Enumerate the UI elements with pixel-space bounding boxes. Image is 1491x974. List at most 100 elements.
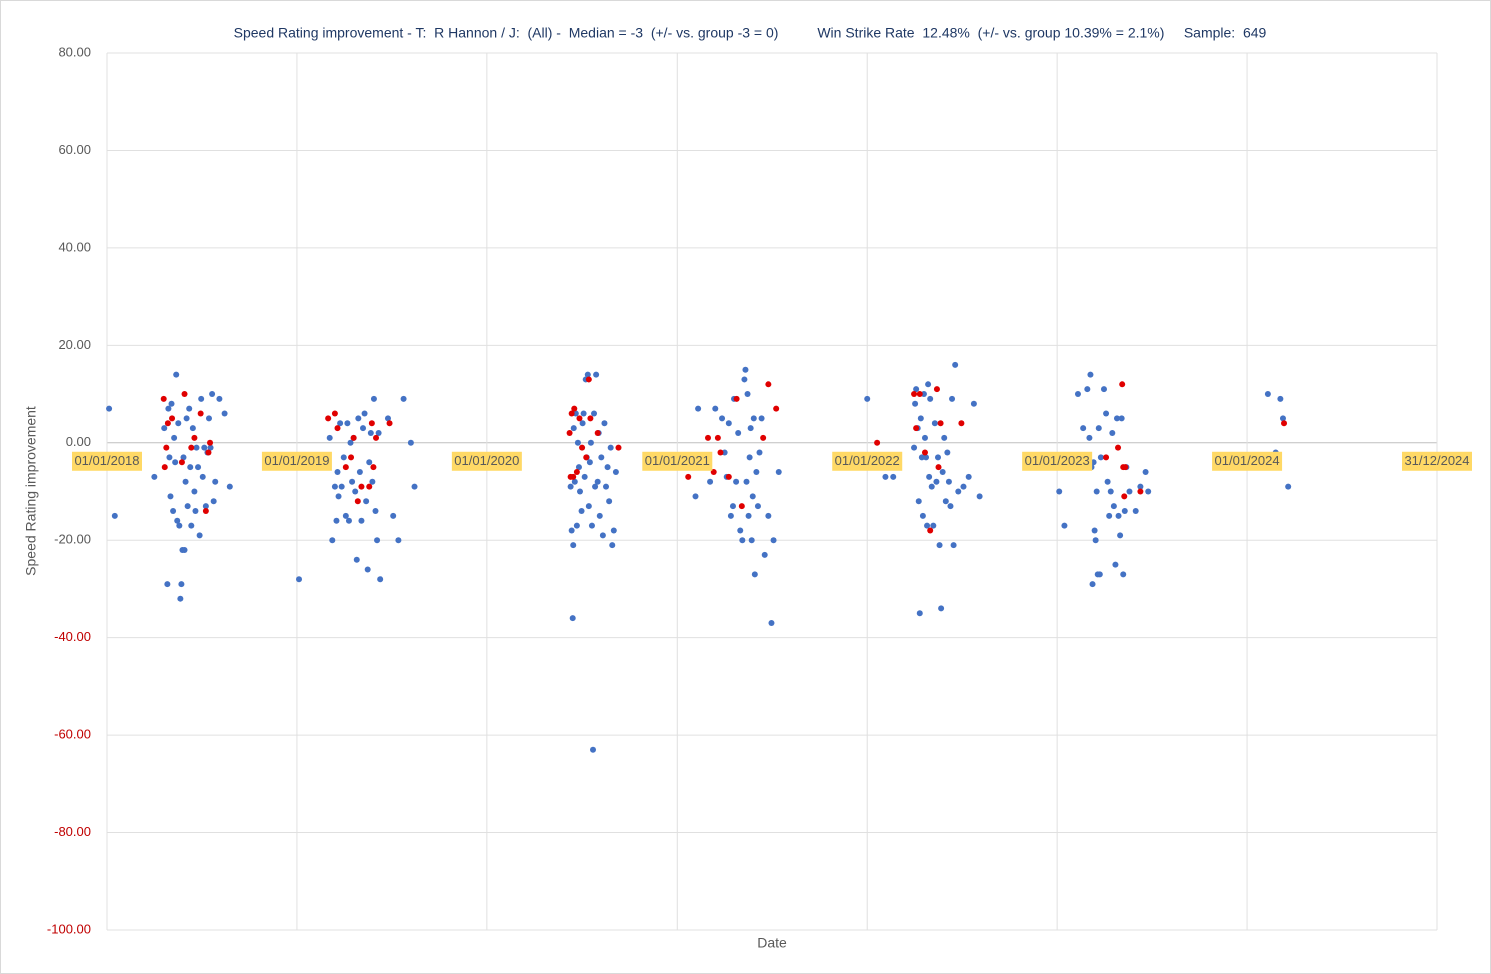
point: [1281, 420, 1288, 427]
point: [373, 434, 380, 441]
point: [172, 459, 179, 466]
point: [1264, 391, 1271, 398]
point: [733, 478, 740, 485]
point: [192, 507, 199, 514]
point: [707, 478, 714, 485]
point: [945, 478, 952, 485]
point: [1115, 512, 1122, 519]
point: [729, 503, 736, 510]
point: [583, 454, 590, 461]
point: [571, 478, 578, 485]
point: [1089, 581, 1096, 588]
point: [1145, 488, 1152, 495]
point: [177, 595, 184, 602]
point: [727, 512, 734, 519]
point: [111, 512, 118, 519]
point: [581, 473, 588, 480]
point: [207, 439, 214, 446]
point: [928, 483, 935, 490]
point: [592, 483, 599, 490]
point: [411, 483, 418, 490]
point: [181, 546, 188, 553]
x-tick-label-bg: [261, 451, 332, 471]
point: [761, 551, 768, 558]
point: [572, 410, 579, 417]
x-axis-title: Date: [757, 935, 787, 951]
point: [756, 449, 763, 456]
point: [587, 415, 594, 422]
point: [912, 400, 919, 407]
point: [1107, 488, 1114, 495]
point: [911, 391, 918, 398]
point: [615, 444, 622, 451]
point: [960, 483, 967, 490]
point: [210, 498, 217, 505]
point: [737, 527, 744, 534]
point: [175, 420, 182, 427]
y-tick-label: 40.00: [58, 239, 91, 254]
x-tick-label: 01/01/2021: [645, 453, 710, 468]
point: [187, 464, 194, 471]
point: [1096, 571, 1103, 578]
point: [570, 542, 577, 549]
point: [1137, 483, 1144, 490]
point: [570, 473, 577, 480]
point: [933, 386, 940, 393]
point: [741, 376, 748, 383]
point: [607, 444, 614, 451]
point: [151, 473, 158, 480]
point: [164, 581, 171, 588]
point: [596, 512, 603, 519]
y-tick-label: -20.00: [54, 532, 91, 547]
point: [916, 391, 923, 398]
point: [1122, 464, 1129, 471]
point: [578, 507, 585, 514]
point: [167, 493, 174, 500]
point: [937, 420, 944, 427]
point: [331, 483, 338, 490]
ticks: -100.00 -80.00 -60.00 -40.00 -20.00 0.00 20.00…: [47, 44, 1472, 936]
point: [935, 464, 942, 471]
y-tick-label: -100.00: [47, 921, 91, 936]
point: [921, 434, 928, 441]
point: [1086, 434, 1093, 441]
point: [725, 473, 732, 480]
point: [186, 405, 193, 412]
point: [400, 395, 407, 402]
point: [1142, 469, 1149, 476]
y-tick-label: 20.00: [58, 337, 91, 352]
point: [1120, 571, 1127, 578]
point: [916, 610, 923, 617]
point: [182, 478, 189, 485]
point: [743, 478, 750, 485]
point: [749, 493, 756, 500]
point: [195, 464, 202, 471]
point: [965, 473, 972, 480]
point: [171, 434, 178, 441]
point: [226, 483, 233, 490]
point: [370, 395, 377, 402]
point: [890, 473, 897, 480]
point: [160, 395, 167, 402]
point: [933, 478, 940, 485]
point: [770, 537, 777, 544]
point: [976, 493, 983, 500]
point: [569, 615, 576, 622]
point: [925, 381, 932, 388]
x-tick-label-bg: [451, 451, 522, 471]
point: [390, 512, 397, 519]
point: [358, 517, 365, 524]
x-tick-label: 01/01/2022: [835, 453, 900, 468]
point: [347, 439, 354, 446]
point: [173, 371, 180, 378]
point: [913, 386, 920, 393]
point: [207, 444, 214, 451]
x-tick-label: 01/01/2018: [74, 453, 139, 468]
point: [970, 400, 977, 407]
point: [1112, 561, 1119, 568]
point: [180, 454, 187, 461]
point: [606, 498, 613, 505]
point: [164, 420, 171, 427]
point: [576, 415, 583, 422]
y-tick-label: 80.00: [58, 44, 91, 59]
